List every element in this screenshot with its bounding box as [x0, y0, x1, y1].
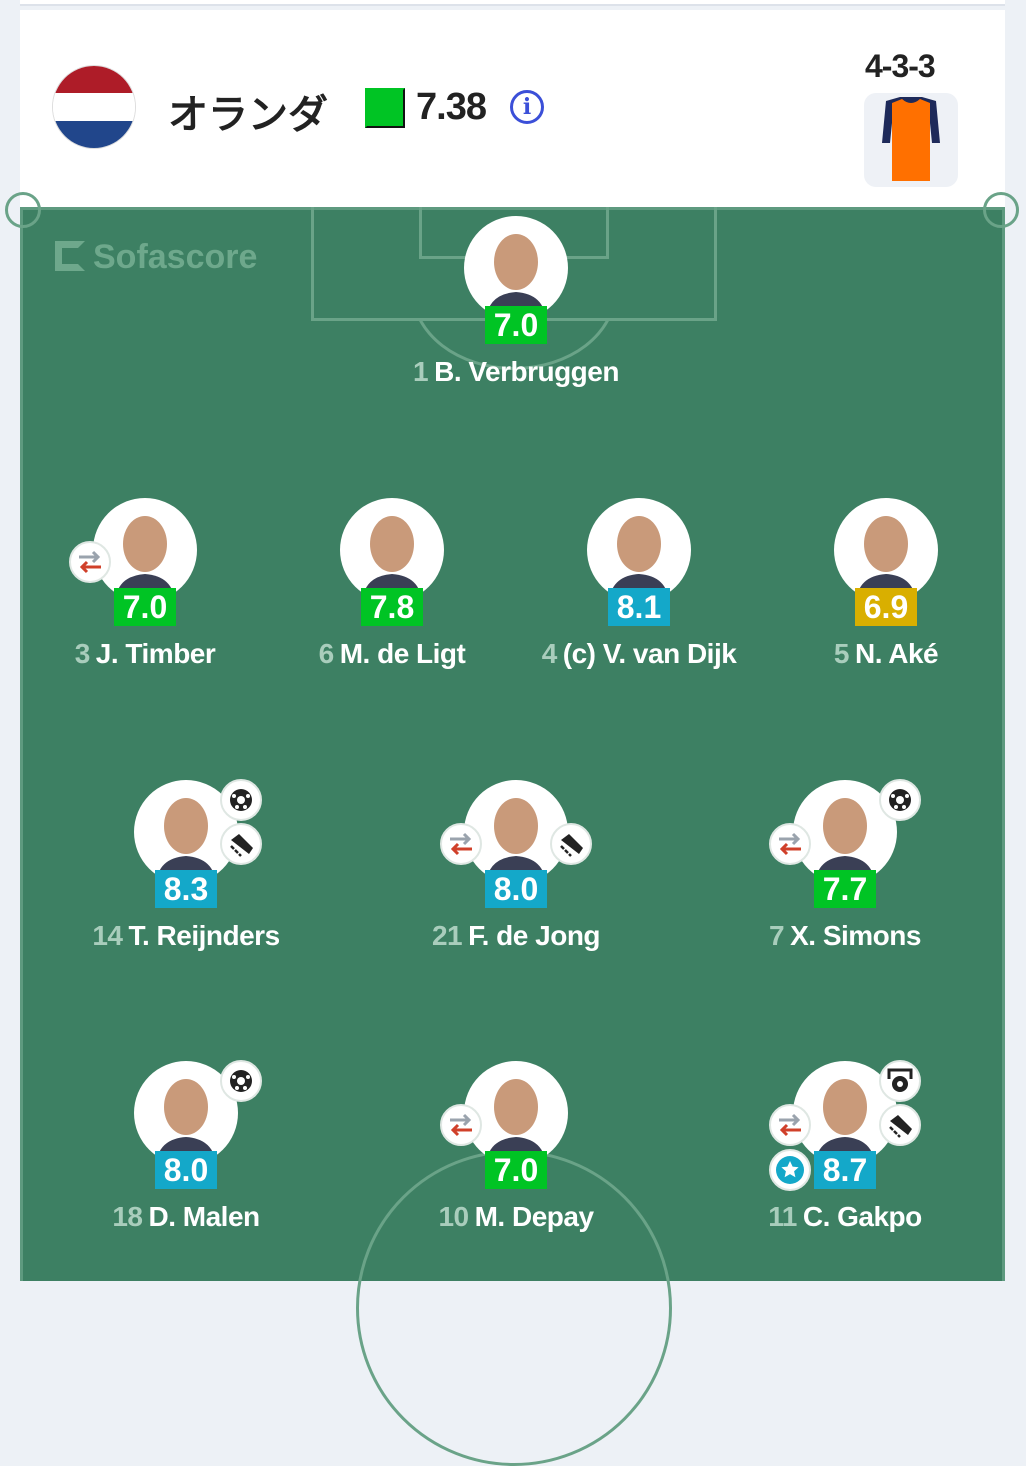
player-name: 14 T. Reijnders [36, 920, 336, 952]
player-photo [93, 498, 197, 602]
player-name: 18 D. Malen [36, 1201, 336, 1233]
player-rating: 7.0 [485, 1151, 547, 1189]
corner-arc [5, 192, 41, 228]
player-rating: 7.0 [114, 588, 176, 626]
player-rating: 7.8 [361, 588, 423, 626]
player-name: 5 N. Aké [736, 638, 1026, 670]
player-number: 6 [318, 638, 335, 669]
player-photo [464, 1061, 568, 1165]
info-icon[interactable]: i [510, 90, 544, 124]
player-name-text: X. Simons [790, 920, 921, 951]
substitution-icon [440, 1104, 482, 1146]
player-number: 18 [112, 1201, 143, 1232]
assist-icon [220, 823, 262, 865]
sofascore-watermark: Sofascore [55, 238, 257, 277]
pitch: Sofascore 7.0 1 B. Verbruggen 7.0 3 J. Tim… [5, 192, 1019, 1466]
goal-icon [220, 1060, 262, 1102]
assist-icon [550, 823, 592, 865]
goal-icon [879, 779, 921, 821]
player-name: 4 (c) V. van Dijk [489, 638, 789, 670]
player-rating: 8.0 [485, 870, 547, 908]
player-of-the-match-icon [769, 1149, 811, 1191]
player-rating: 8.1 [608, 588, 670, 626]
goal-icon [220, 779, 262, 821]
player-name: 3 J. Timber [0, 638, 295, 670]
player-number: 4 [541, 638, 558, 669]
player-name-text: J. Timber [95, 638, 216, 669]
team-header: オランダ 7.38 i 4-3-3 [20, 10, 1005, 207]
player-number: 21 [431, 920, 463, 951]
center-circle [356, 1150, 672, 1466]
formation: 4-3-3 [865, 48, 936, 84]
penalty-goal-icon [879, 1060, 921, 1102]
player-name-text: D. Malen [148, 1201, 261, 1232]
player-rating: 7.0 [485, 306, 547, 344]
watermark-text: Sofascore [93, 238, 258, 276]
player-photo [587, 498, 691, 602]
team-average-rating: 7.38 [416, 86, 487, 128]
player-number: 1 [413, 356, 429, 387]
player-name-text: N. Aké [854, 638, 939, 669]
player-name: 21 F. de Jong [366, 920, 666, 952]
player-number: 14 [92, 920, 123, 951]
player-photo [464, 216, 568, 320]
netherlands-flag-icon [53, 66, 135, 148]
player-rating: 8.7 [814, 1151, 876, 1189]
substitution-icon [440, 823, 482, 865]
player-rating: 8.3 [155, 870, 217, 908]
player-name-text: T. Reijnders [128, 920, 280, 951]
player-rating: 7.7 [814, 870, 876, 908]
previous-card [20, 0, 1005, 6]
player-rating: 8.0 [155, 1151, 217, 1189]
player-name: 11 C. Gakpo [695, 1201, 995, 1233]
player-name-text: M. Depay [474, 1201, 594, 1232]
player-photo [834, 498, 938, 602]
player-name: 6 M. de Ligt [242, 638, 542, 670]
player-number: 11 [768, 1201, 797, 1232]
player-name: 7 X. Simons [695, 920, 995, 952]
player-photo [340, 498, 444, 602]
player-name-text: F. de Jong [468, 920, 601, 951]
substitution-icon [69, 541, 111, 583]
player-name: 1 B. Verbruggen [366, 356, 666, 388]
assist-icon [879, 1104, 921, 1146]
player-name: 10 M. Depay [366, 1201, 666, 1233]
player-name-text: B. Verbruggen [434, 356, 619, 387]
player-number: 3 [74, 638, 91, 669]
player-number: 10 [438, 1201, 469, 1232]
rating-color-square [365, 88, 405, 128]
substitution-icon [769, 823, 811, 865]
player-number: 7 [769, 920, 785, 951]
player-name-text: (c) V. van Dijk [562, 638, 737, 669]
player-photo [793, 780, 897, 884]
player-name-text: C. Gakpo [802, 1201, 922, 1232]
team-name: オランダ [168, 93, 328, 137]
corner-arc [983, 192, 1019, 228]
kit-icon [864, 93, 958, 187]
player-name-text: M. de Ligt [339, 638, 466, 669]
substitution-icon [769, 1104, 811, 1146]
player-rating: 6.9 [855, 588, 917, 626]
player-number: 5 [833, 638, 850, 669]
